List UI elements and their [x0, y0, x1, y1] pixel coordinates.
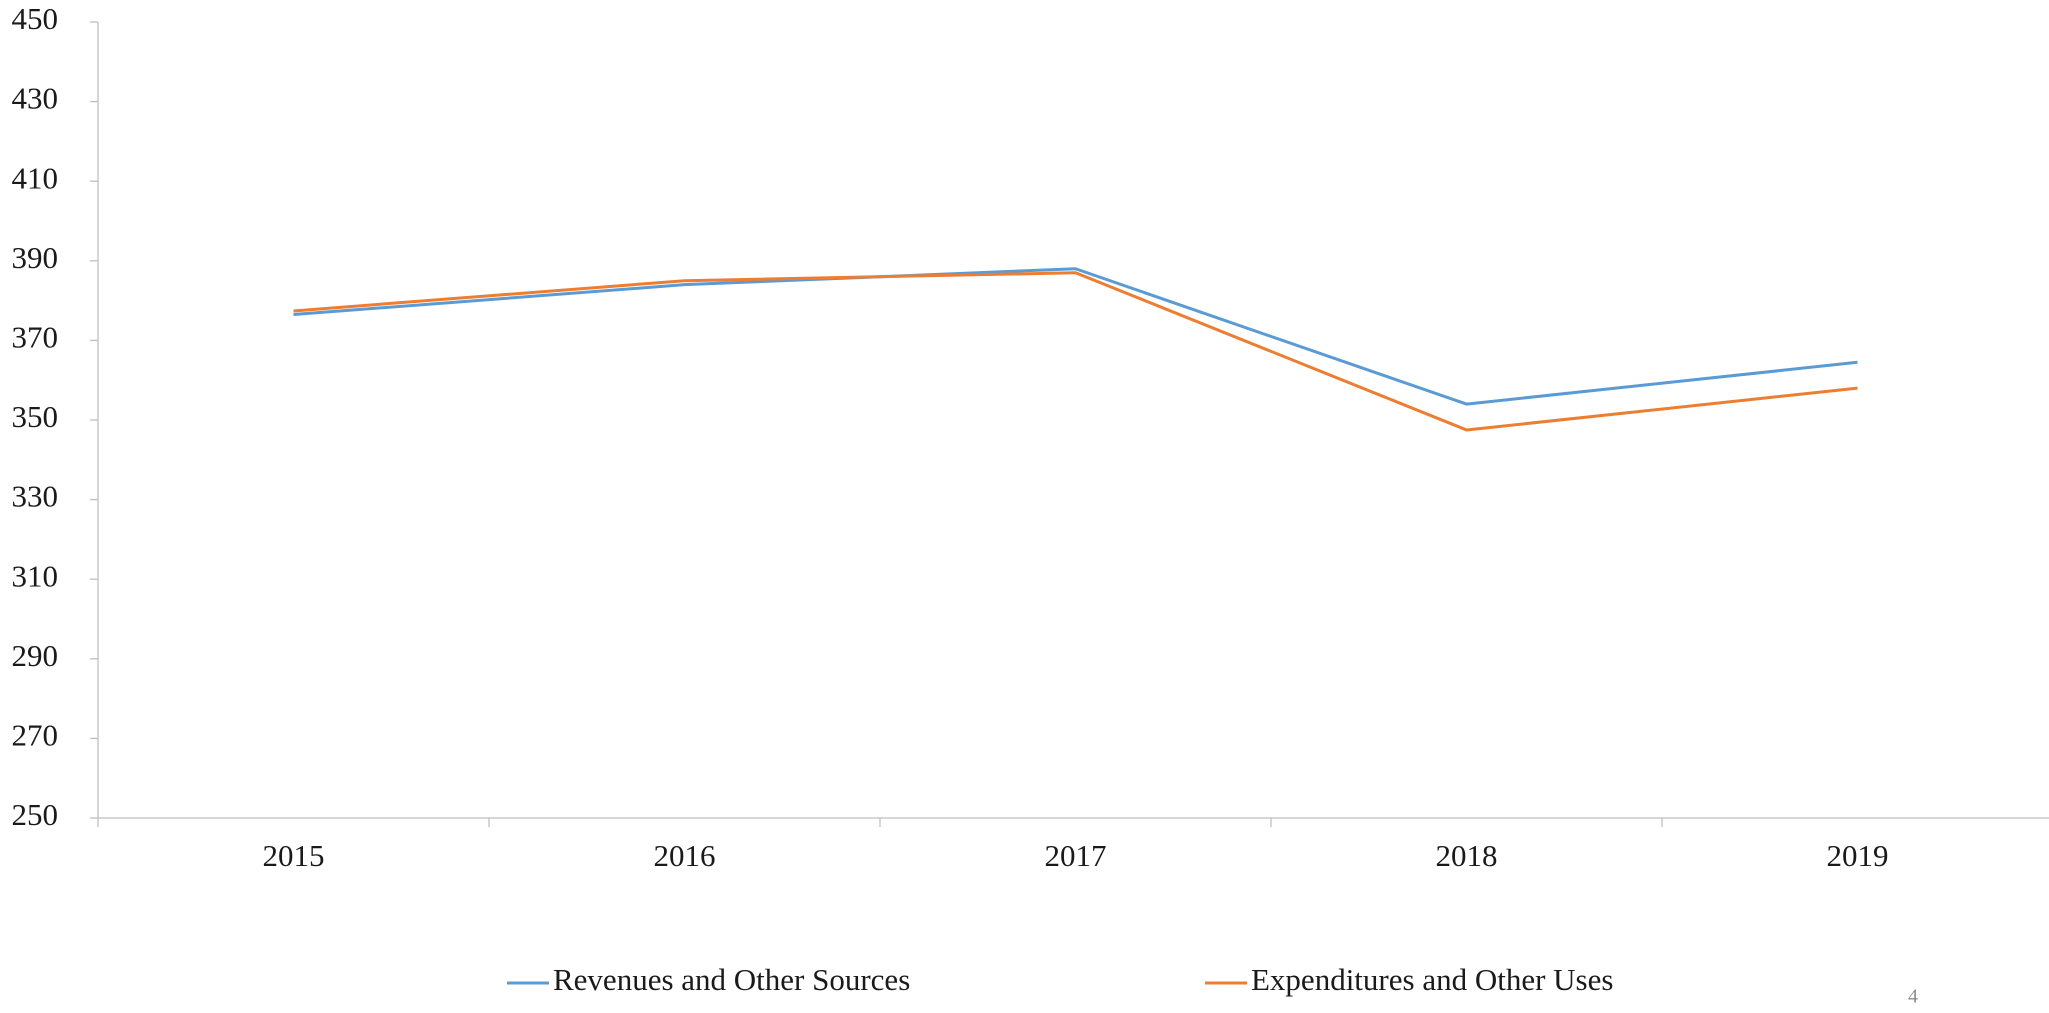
y-tick-label: 350: [12, 399, 59, 434]
page-number: 4: [1908, 986, 1918, 1008]
y-tick-label: 390: [12, 240, 59, 275]
y-tick-label: 330: [12, 479, 59, 514]
y-tick-label: 370: [12, 320, 59, 355]
y-tick-label: 430: [12, 81, 59, 116]
x-tick-label: 2015: [263, 838, 325, 873]
x-tick-label: 2017: [1045, 838, 1107, 873]
y-tick-label: 410: [12, 160, 59, 195]
legend-label: Revenues and Other Sources: [553, 962, 910, 997]
y-tick-label: 250: [12, 797, 59, 832]
legend-label: Expenditures and Other Uses: [1251, 962, 1613, 997]
x-tick-label: 2018: [1436, 838, 1498, 873]
series-line: [293, 271, 1858, 432]
y-tick-label: 450: [12, 1, 59, 36]
series-line: [293, 267, 1858, 406]
y-tick-label: 270: [12, 718, 59, 753]
x-tick-label: 2016: [654, 838, 716, 873]
y-tick-label: 310: [12, 558, 59, 593]
x-tick-label: 2019: [1827, 838, 1889, 873]
y-tick-label: 290: [12, 638, 59, 673]
